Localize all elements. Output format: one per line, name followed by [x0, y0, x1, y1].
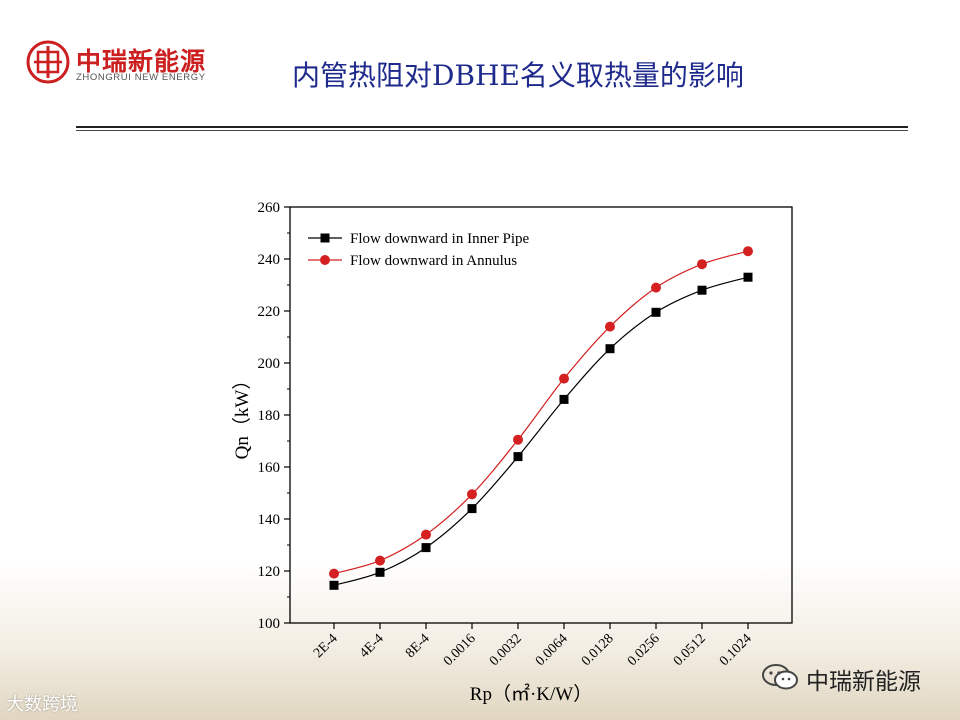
plot-frame: [289, 206, 793, 624]
data-point-circle: [697, 259, 707, 270]
data-point-square: [329, 580, 339, 590]
watermark-left: 大数跨境: [6, 690, 78, 716]
x-tick-label: 8E-4: [403, 631, 433, 661]
series-line-1: [333, 276, 749, 586]
legend-marker-square: [320, 233, 330, 243]
data-point-circle: [651, 282, 661, 293]
data-point-circle: [513, 434, 523, 445]
brand-name-en: ZHONGRUI NEW ENERGY: [76, 72, 206, 83]
data-point-square: [513, 452, 523, 462]
data-point-square: [559, 394, 569, 404]
x-tick-label: 0.0256: [625, 631, 663, 669]
line-chart: 100 120 140 160 180 200 220 240 260 2E-4 4E-4 8E-4…: [231, 200, 793, 705]
data-point-circle: [375, 555, 385, 566]
series-line-2: [333, 250, 749, 575]
legend-marker-circle: [320, 255, 330, 265]
brand-mark-icon: [26, 40, 70, 84]
y-tick-label: 140: [258, 512, 281, 528]
y-tick-label: 220: [258, 304, 281, 320]
x-tick-label: 0.0064: [533, 631, 571, 669]
brand-logo: 中瑞新能源 ZHONGRUI NEW ENERGY: [26, 40, 236, 86]
data-point-circle: [467, 489, 477, 500]
data-point-circle: [559, 373, 569, 384]
slide-title: 内管热阻对DBHE名义取热量的影响: [292, 59, 744, 92]
data-point-circle: [605, 321, 615, 332]
data-point-square: [697, 285, 707, 295]
title-divider-top: [76, 126, 908, 128]
legend-label: Flow downward in Inner Pipe: [350, 231, 529, 247]
watermark-left-text: 大数跨境: [6, 694, 78, 715]
data-point-square: [743, 272, 753, 282]
x-tick-label: 0.0128: [579, 631, 617, 669]
x-axis-label: Rp（㎡·K/W）: [470, 682, 592, 705]
x-tick-label: 2E-4: [311, 631, 341, 661]
data-point-circle: [421, 529, 431, 540]
brand-name-cn: 中瑞新能源: [76, 47, 207, 76]
y-axis-label: Qn（kW）: [231, 371, 253, 460]
data-point-square: [467, 504, 477, 514]
data-point-square: [375, 567, 385, 577]
y-tick-label: 180: [258, 408, 281, 424]
data-point-square: [605, 344, 615, 354]
legend-label: Flow downward in Annulus: [350, 253, 517, 269]
wechat-icon: [762, 664, 798, 690]
x-tick-label: 0.1024: [717, 631, 755, 669]
title-divider-bottom: [76, 130, 908, 131]
x-tick-label: 0.0016: [441, 631, 479, 669]
y-tick-label: 160: [258, 460, 281, 476]
data-point-square: [421, 543, 431, 553]
x-tick-label: 0.0512: [671, 631, 709, 669]
y-tick-label: 260: [258, 200, 281, 216]
data-point-circle: [329, 568, 339, 579]
x-tick-label: 0.0032: [487, 631, 525, 669]
watermark-right-text: 中瑞新能源: [806, 669, 921, 695]
y-tick-label: 240: [258, 252, 281, 268]
y-tick-label: 200: [258, 356, 281, 372]
data-point-square: [651, 307, 661, 317]
y-tick-label: 120: [258, 564, 281, 580]
data-point-circle: [743, 246, 753, 257]
background-scenery: [0, 560, 960, 720]
y-tick-label: 100: [258, 616, 281, 632]
x-tick-label: 4E-4: [357, 631, 387, 661]
